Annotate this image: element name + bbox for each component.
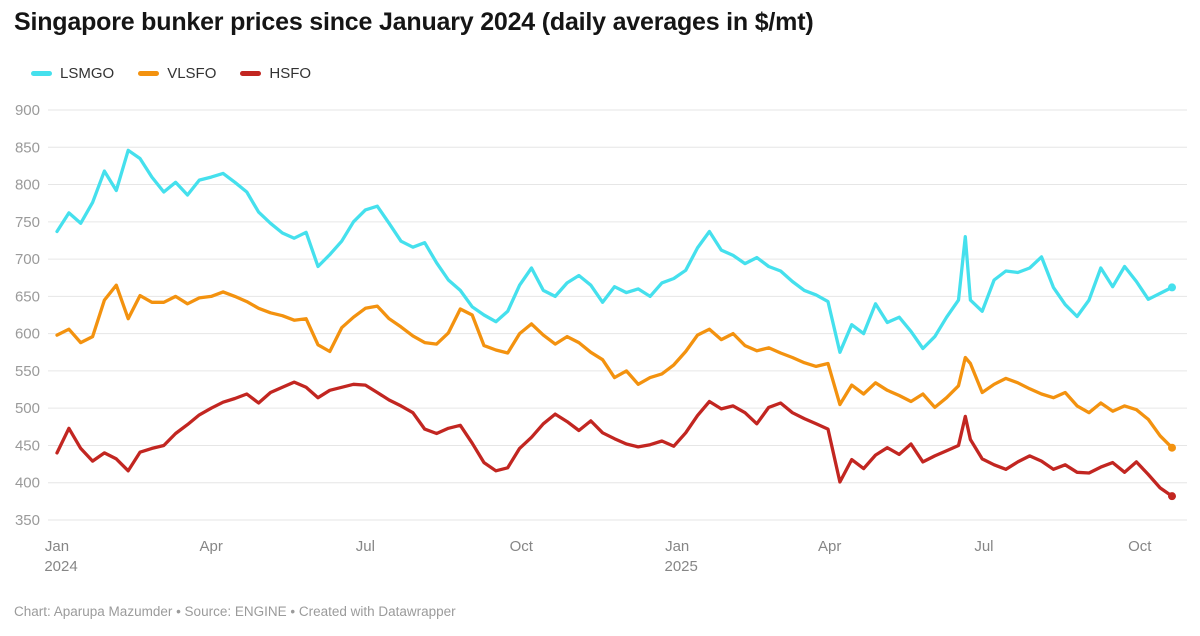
- y-tick-label: 400: [15, 475, 40, 492]
- y-tick-label: 450: [15, 437, 40, 454]
- lsmgo-line-swatch-icon: [31, 71, 52, 76]
- y-tick-label: 850: [15, 139, 40, 156]
- vlsfo-line: [55, 283, 1174, 450]
- x-tick-label: Jan: [665, 538, 689, 555]
- y-tick-label: 800: [15, 177, 40, 194]
- hsfo-end-dot: [1168, 492, 1176, 501]
- vlsfo-line-swatch-icon: [138, 71, 160, 76]
- x-tick-label: Oct: [1128, 538, 1152, 555]
- legend-item-lsmgo: LSMGO: [31, 65, 114, 82]
- y-tick-label: 550: [15, 363, 40, 380]
- x-tick-label: Jan: [45, 538, 69, 555]
- legend-item-hsfo: HSFO: [240, 65, 311, 82]
- chart-footer: Chart: Aparupa Mazumder • Source: ENGINE…: [14, 604, 456, 619]
- x-tick-label: Oct: [510, 538, 534, 555]
- legend-label-vlsfo: VLSFO: [167, 65, 217, 82]
- x-tick-label: Jul: [356, 538, 375, 555]
- chart-title: Singapore bunker prices since January 20…: [14, 8, 814, 36]
- y-tick-label: 700: [15, 251, 40, 268]
- x-tick-label: Apr: [818, 538, 841, 555]
- legend-label-hsfo: HSFO: [269, 65, 312, 82]
- hsfo-line: [55, 380, 1174, 498]
- y-tick-label: 900: [15, 102, 40, 119]
- y-tick-label: 750: [15, 214, 40, 231]
- x-tick-label: Jul: [974, 538, 993, 555]
- lsmgo-line: [55, 148, 1174, 354]
- y-tick-label: 500: [15, 400, 40, 417]
- chart-legend: LSMGO VLSFO HSFO: [31, 65, 311, 82]
- hsfo-line-swatch-icon: [240, 71, 262, 76]
- lsmgo-end-dot: [1168, 283, 1176, 292]
- vlsfo-end-dot: [1168, 443, 1176, 452]
- y-tick-label: 600: [15, 326, 40, 343]
- x-tick-label: Apr: [200, 538, 223, 555]
- y-tick-label: 350: [15, 512, 40, 529]
- x-tick-year-label: 2025: [665, 558, 698, 575]
- legend-item-vlsfo: VLSFO: [138, 65, 216, 82]
- legend-label-lsmgo: LSMGO: [60, 65, 115, 82]
- y-tick-label: 650: [15, 288, 40, 305]
- x-tick-year-label: 2024: [44, 558, 77, 575]
